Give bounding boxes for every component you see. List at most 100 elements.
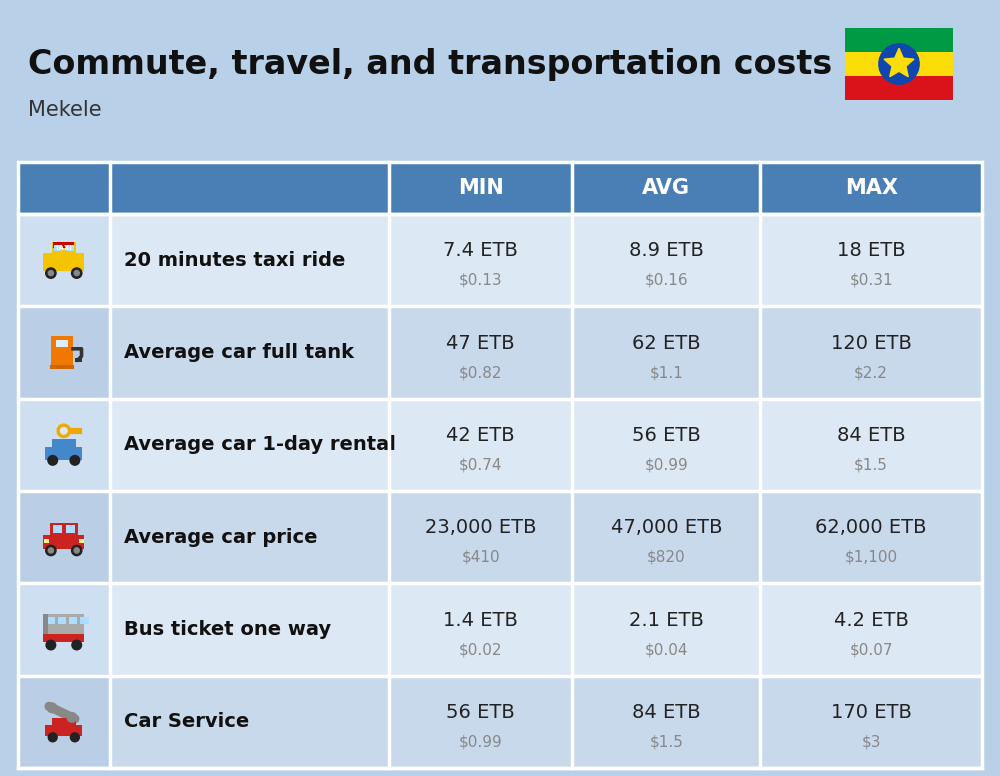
Bar <box>51 336 73 365</box>
Bar <box>47 617 55 624</box>
Bar <box>45 725 82 736</box>
Circle shape <box>72 268 82 279</box>
Bar <box>110 307 389 399</box>
Text: $410: $410 <box>461 550 500 565</box>
Bar <box>760 162 982 214</box>
Bar <box>389 399 572 491</box>
Bar <box>50 523 78 536</box>
Bar <box>760 584 982 676</box>
Circle shape <box>46 268 56 279</box>
Bar <box>572 307 760 399</box>
Circle shape <box>879 43 919 84</box>
Text: 20 minutes taxi ride: 20 minutes taxi ride <box>124 251 345 270</box>
Bar <box>18 399 110 491</box>
Bar <box>389 162 572 214</box>
Circle shape <box>48 456 58 465</box>
Bar <box>572 162 760 214</box>
Bar <box>389 491 572 584</box>
Circle shape <box>74 548 79 553</box>
Text: Car Service: Car Service <box>124 712 249 731</box>
Text: $0.07: $0.07 <box>849 643 893 657</box>
Text: 84 ETB: 84 ETB <box>632 703 701 722</box>
Circle shape <box>46 546 56 556</box>
Bar <box>18 491 110 584</box>
Text: Bus ticket one way: Bus ticket one way <box>124 620 331 639</box>
Bar <box>572 399 760 491</box>
Text: Mekele: Mekele <box>28 100 102 120</box>
Bar <box>572 214 760 307</box>
Text: $0.99: $0.99 <box>644 458 688 473</box>
Bar <box>58 617 66 624</box>
Text: 84 ETB: 84 ETB <box>837 426 905 445</box>
Bar <box>845 52 953 76</box>
Text: AVG: AVG <box>642 178 690 198</box>
Bar <box>760 214 982 307</box>
Bar <box>389 676 572 768</box>
Bar <box>760 399 982 491</box>
Bar <box>18 162 110 214</box>
Text: 23,000 ETB: 23,000 ETB <box>425 518 536 538</box>
Text: $0.02: $0.02 <box>459 643 502 657</box>
Text: 56 ETB: 56 ETB <box>446 703 515 722</box>
Bar <box>66 525 75 533</box>
Text: 120 ETB: 120 ETB <box>831 334 912 353</box>
Bar <box>110 491 389 584</box>
Bar <box>845 28 953 52</box>
Text: 2.1 ETB: 2.1 ETB <box>629 611 704 630</box>
Circle shape <box>47 703 57 712</box>
Bar <box>50 365 74 369</box>
Text: TAXI: TAXI <box>55 244 73 251</box>
Bar <box>18 162 982 768</box>
Text: $1.5: $1.5 <box>649 735 683 750</box>
Bar <box>110 162 389 214</box>
Bar <box>56 340 68 347</box>
Circle shape <box>70 456 80 465</box>
Bar <box>80 617 89 624</box>
Text: 18 ETB: 18 ETB <box>837 241 905 261</box>
Text: $2.2: $2.2 <box>854 365 888 380</box>
Polygon shape <box>884 48 914 77</box>
Text: 8.9 ETB: 8.9 ETB <box>629 241 704 261</box>
Bar <box>760 307 982 399</box>
Bar <box>18 584 110 676</box>
Text: MIN: MIN <box>458 178 504 198</box>
Circle shape <box>72 546 82 556</box>
Text: 56 ETB: 56 ETB <box>632 426 701 445</box>
Bar <box>18 676 110 768</box>
Bar <box>110 214 389 307</box>
Bar <box>572 584 760 676</box>
Bar <box>52 439 76 448</box>
Bar <box>572 676 760 768</box>
Text: Average car full tank: Average car full tank <box>124 343 354 362</box>
Bar <box>43 634 84 643</box>
Circle shape <box>67 712 77 722</box>
Text: 7.4 ETB: 7.4 ETB <box>443 241 518 261</box>
Bar <box>760 676 982 768</box>
Bar <box>69 617 77 624</box>
Bar <box>760 491 982 584</box>
Text: 47 ETB: 47 ETB <box>446 334 515 353</box>
Bar <box>110 399 389 491</box>
Bar <box>43 535 84 549</box>
Bar <box>52 718 76 726</box>
Bar <box>45 447 82 459</box>
Circle shape <box>48 733 57 742</box>
Bar <box>43 614 48 634</box>
Bar <box>53 242 74 248</box>
Circle shape <box>70 733 79 742</box>
Bar <box>389 307 572 399</box>
Text: $0.74: $0.74 <box>459 458 502 473</box>
Text: Average car 1-day rental: Average car 1-day rental <box>124 435 395 454</box>
Text: 4.2 ETB: 4.2 ETB <box>834 611 909 630</box>
Text: $820: $820 <box>647 550 686 565</box>
Bar <box>79 539 84 542</box>
Text: $0.04: $0.04 <box>645 643 688 657</box>
Text: $0.16: $0.16 <box>644 273 688 288</box>
Text: $0.82: $0.82 <box>459 365 502 380</box>
Bar <box>54 244 62 251</box>
Text: $1,100: $1,100 <box>845 550 898 565</box>
Text: $0.99: $0.99 <box>459 735 503 750</box>
Bar <box>44 539 49 542</box>
Text: 42 ETB: 42 ETB <box>446 426 515 445</box>
Bar <box>389 214 572 307</box>
